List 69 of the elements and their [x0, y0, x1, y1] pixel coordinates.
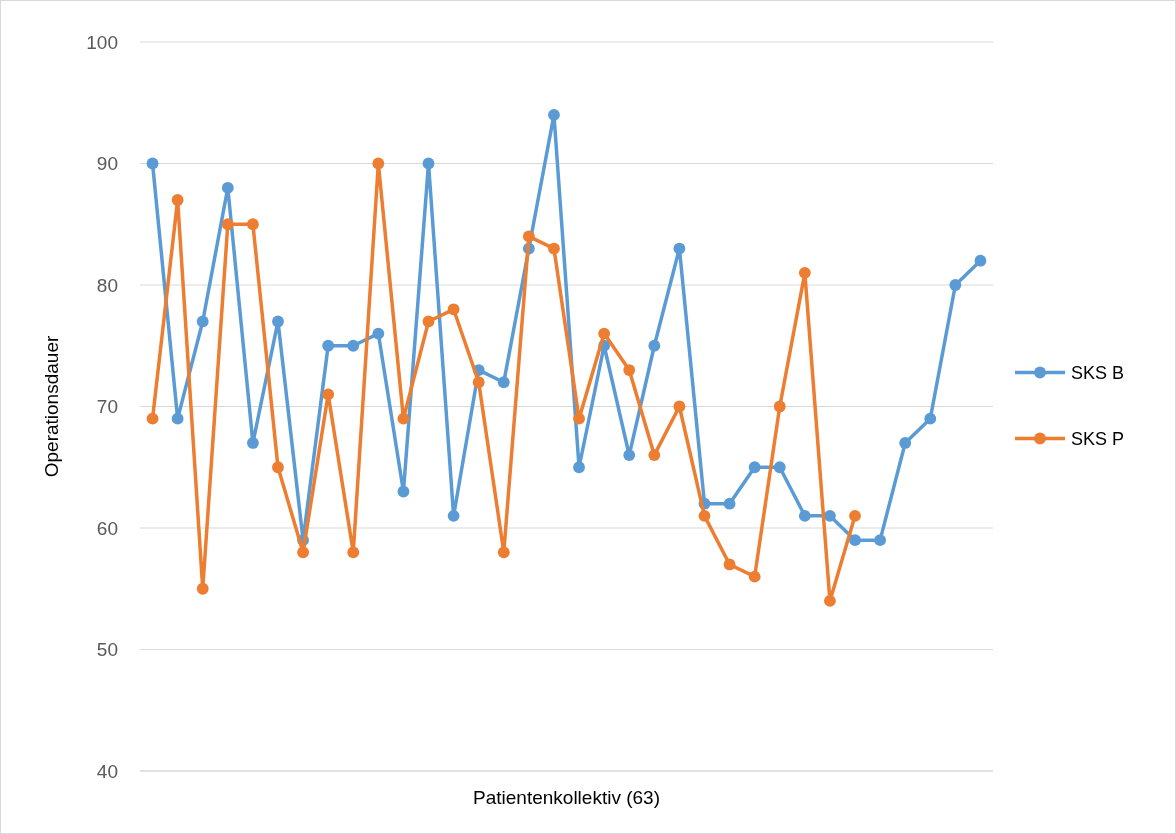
point: [372, 327, 385, 340]
legend-label: SKS P: [1071, 428, 1125, 449]
y-tick-label: 90: [96, 153, 118, 175]
point: [748, 570, 761, 583]
y-tick-label: 80: [96, 274, 118, 296]
point: [874, 534, 887, 547]
y-tick-label: 50: [96, 639, 118, 661]
point: [548, 242, 560, 255]
point: [146, 412, 159, 425]
point: [573, 461, 585, 474]
point: [497, 376, 510, 389]
point: [573, 412, 585, 425]
y-tick-label: 70: [96, 396, 118, 418]
point: [849, 509, 861, 522]
point: [447, 303, 460, 316]
point: [773, 461, 786, 474]
point: [949, 279, 962, 291]
point: [246, 437, 259, 449]
point: [322, 388, 335, 401]
point: [397, 485, 410, 498]
point: [598, 327, 611, 340]
point: [623, 364, 636, 376]
point: [347, 546, 360, 559]
point: [824, 509, 836, 522]
point: [673, 242, 686, 255]
point: [196, 315, 209, 328]
point: [447, 509, 460, 522]
point: [798, 266, 811, 279]
point: [272, 315, 284, 328]
point: [171, 194, 184, 206]
point: [422, 157, 435, 170]
point: [272, 461, 284, 474]
point: [974, 254, 987, 267]
y-tick-label: 40: [96, 760, 118, 782]
point: [522, 230, 535, 243]
point: [773, 400, 786, 413]
point: [422, 315, 435, 328]
point: [924, 412, 937, 425]
point: [798, 509, 811, 522]
point: [196, 582, 209, 595]
point: [171, 412, 184, 425]
point: [347, 339, 360, 352]
point: [849, 534, 861, 547]
point: [548, 108, 560, 121]
point: [497, 546, 510, 559]
point: [146, 157, 159, 170]
point: [372, 157, 385, 170]
point: [221, 181, 234, 194]
point: [899, 437, 912, 449]
point: [472, 376, 485, 389]
point: [723, 558, 736, 571]
point: [673, 400, 686, 413]
y-axis-title: Operationsdauer: [41, 335, 62, 478]
y-tick-label: 60: [96, 517, 118, 539]
point: [297, 546, 309, 559]
legend-label: SKS B: [1071, 362, 1125, 383]
point: [397, 412, 410, 425]
point: [748, 461, 761, 474]
point: [723, 497, 736, 510]
point: [648, 339, 661, 352]
point: [221, 218, 234, 231]
point: [824, 594, 836, 607]
point: [623, 449, 636, 462]
point: [648, 449, 661, 462]
y-tick-label: 100: [86, 31, 118, 53]
point: [246, 218, 259, 231]
x-axis-title: Patientenkollektiv (63): [473, 787, 660, 808]
point: [698, 509, 711, 522]
point: [322, 339, 335, 352]
